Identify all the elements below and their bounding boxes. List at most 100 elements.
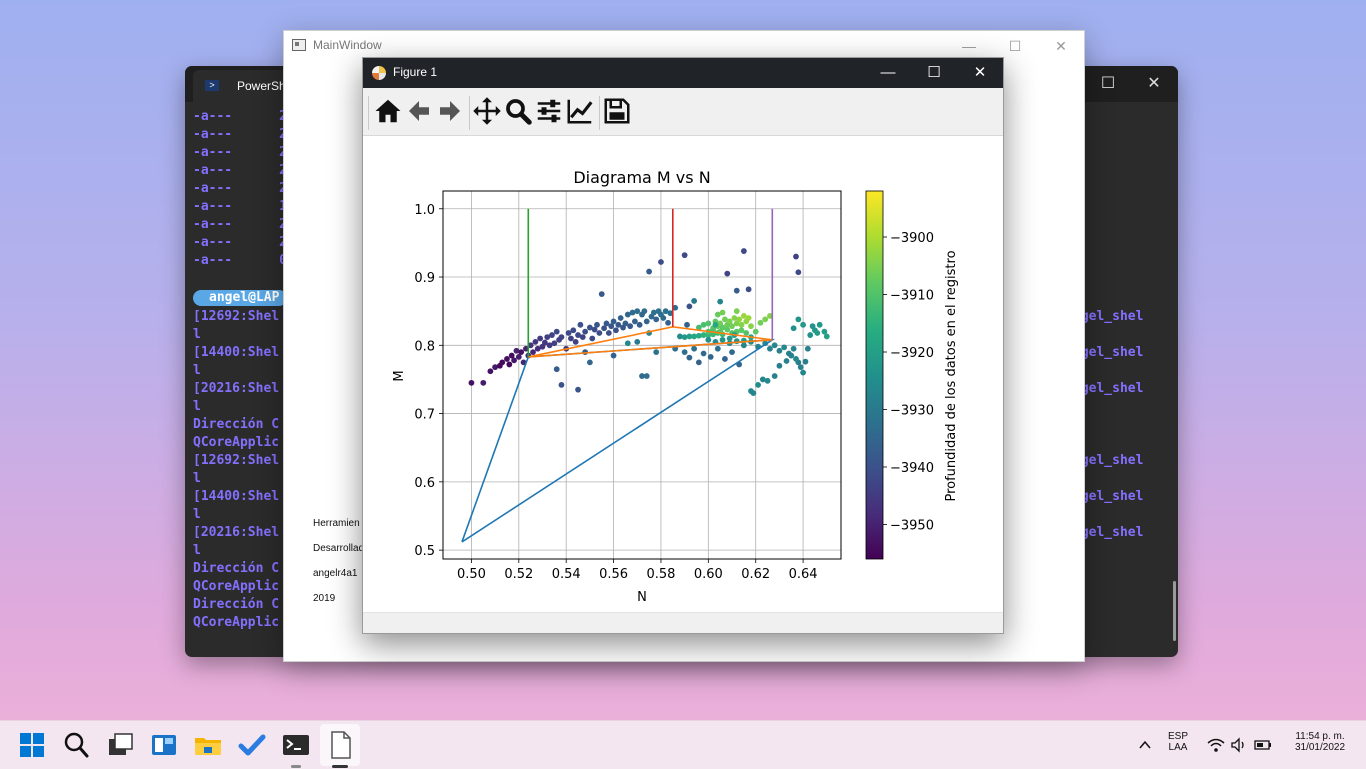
figure-canvas[interactable]: Diagrama M vs N 0.50 0.52 0.54 0.56 0.58 0.60… [363, 136, 1003, 612]
scatter-point [771, 373, 778, 379]
y-tick-label: 0.6 [414, 476, 435, 491]
colorbar-tick-label: −3940 [890, 461, 934, 476]
battery-icon[interactable] [1253, 736, 1273, 754]
scatter-point [684, 321, 690, 328]
close-icon[interactable]: ✕ [1147, 75, 1161, 92]
subplots-sliders-icon[interactable] [534, 96, 564, 126]
scatter-point [681, 252, 688, 259]
file-row: -a--- 2 [193, 181, 287, 196]
scatter-point [613, 327, 619, 334]
matplotlib-icon [372, 66, 386, 80]
x-tick-label: 0.58 [646, 567, 675, 582]
scatter-point [705, 336, 712, 343]
minimize-icon[interactable]: — [962, 38, 976, 54]
scatter-point [499, 359, 506, 366]
scatter-point [575, 386, 581, 393]
terminal-app-icon[interactable] [280, 729, 312, 761]
chart-data-layer [461, 208, 830, 543]
scatter-point [546, 342, 553, 349]
log-line: [20216:Shel [193, 381, 280, 396]
scatter-point [653, 316, 660, 323]
log-line-right: ngel_shel [1073, 489, 1144, 504]
scatter-point [582, 328, 589, 335]
plot-area-frame [442, 190, 842, 560]
scatter-point [506, 361, 513, 368]
scatter-point [586, 324, 593, 331]
scatter-point [591, 326, 598, 333]
customize-chart-icon[interactable] [565, 96, 595, 126]
scatter-point [558, 381, 565, 388]
log-line: Dirección C [193, 597, 280, 612]
wifi-icon[interactable] [1207, 736, 1225, 754]
log-line: [14400:Shel [193, 345, 280, 360]
scatter-point [641, 308, 648, 315]
language-indicator[interactable]: ESP LAA [1167, 731, 1188, 753]
scatter-point [755, 381, 761, 388]
search-icon[interactable] [60, 729, 92, 761]
back-arrow-icon[interactable] [404, 96, 434, 126]
volume-icon[interactable] [1230, 736, 1248, 754]
y-tick-label: 1.0 [414, 203, 435, 218]
scatter-point [731, 315, 738, 321]
toolbar-separator [469, 96, 470, 130]
home-icon[interactable] [373, 96, 403, 126]
log-line-right: ngel_shel [1073, 381, 1144, 396]
clock[interactable]: 11:54 p. m. 31/01/2022 [1294, 731, 1346, 753]
zoom-magnifier-icon[interactable] [503, 96, 533, 126]
maximize-icon[interactable]: ☐ [1100, 75, 1116, 92]
chevron-up-icon[interactable] [1137, 737, 1153, 753]
mainwindow-title: MainWindow [313, 38, 382, 52]
scatter-point [740, 248, 747, 254]
series-line [528, 326, 773, 358]
x-tick-label: 0.62 [741, 567, 770, 582]
scatter-point [681, 349, 688, 356]
scatter-point [667, 310, 674, 317]
save-floppy-icon[interactable] [602, 96, 632, 126]
chart-ticks: 0.50 0.52 0.54 0.56 0.58 0.60 0.62 0.64 0.5 0.6 0.… [414, 203, 817, 582]
scatter-point [608, 323, 615, 330]
terminal-scrollbar[interactable] [1173, 581, 1176, 641]
file-explorer-icon[interactable] [192, 729, 224, 761]
scatter-point [691, 333, 698, 340]
minimize-icon[interactable]: — [880, 64, 896, 81]
colorbar-tick-label: −3920 [890, 346, 934, 361]
pan-move-icon[interactable] [472, 96, 502, 126]
document-app-icon[interactable] [324, 729, 356, 761]
scatter-point [565, 330, 572, 336]
file-row: -a--- 2 [193, 145, 287, 160]
scatter-point [541, 339, 548, 346]
scatter-point [793, 253, 799, 260]
scatter-point [615, 321, 622, 328]
scatter-point [695, 324, 702, 331]
forward-arrow-icon[interactable] [435, 96, 465, 126]
scatter-point [589, 335, 596, 342]
log-line: [12692:Shel [193, 309, 280, 324]
scatter-point [700, 332, 707, 338]
tab-label: PowerShe [237, 79, 293, 93]
scatter-point [695, 332, 702, 339]
maximize-icon[interactable]: ☐ [927, 64, 941, 81]
scatter-point [722, 316, 728, 323]
scatter-point [752, 328, 759, 335]
scatter-point [740, 342, 747, 349]
maximize-icon[interactable]: ☐ [1008, 38, 1022, 54]
close-icon[interactable]: ✕ [1055, 38, 1067, 54]
scatter-point [816, 321, 823, 328]
todo-check-icon[interactable] [236, 729, 268, 761]
scatter-point [549, 332, 555, 338]
scatter-point [724, 326, 731, 333]
file-row: -a--- 1 [193, 199, 287, 214]
file-row: -a--- 2 [193, 235, 287, 250]
scatter-point [814, 330, 821, 336]
log-line: QCoreApplic [193, 435, 280, 450]
scatter-point [740, 313, 747, 319]
powershell-icon: > [205, 80, 219, 91]
y-tick-label: 0.5 [414, 544, 435, 559]
x-tick-label: 0.50 [457, 567, 486, 582]
task-view-icon[interactable] [104, 729, 136, 761]
windows-start-icon[interactable] [16, 729, 48, 761]
scatter-point [757, 319, 764, 326]
info-text: Desarrollad [313, 543, 365, 554]
close-icon[interactable]: ✕ [973, 64, 987, 81]
widgets-icon[interactable] [148, 729, 180, 761]
